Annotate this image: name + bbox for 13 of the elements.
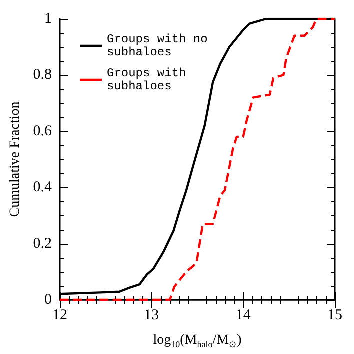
x-tick-label: 15 [328, 308, 342, 324]
x-tick-label: 12 [52, 308, 68, 324]
y-tick-label: 0 [44, 292, 52, 308]
y-tick-label: 0.8 [33, 67, 52, 84]
legend-label: Groups with subhaloes [107, 66, 194, 94]
y-axis-title: Cumulative Fraction [8, 102, 23, 218]
x-tick-label: 13 [144, 308, 160, 324]
x-tick-label: 14 [236, 308, 252, 324]
y-tick-label: 0.6 [33, 123, 52, 140]
y-tick-label: 0.2 [33, 236, 52, 252]
y-tick-label: 1 [44, 11, 52, 27]
y-tick-label: 0.4 [33, 180, 52, 196]
legend-label: Groups with no subhaloes [107, 32, 216, 60]
